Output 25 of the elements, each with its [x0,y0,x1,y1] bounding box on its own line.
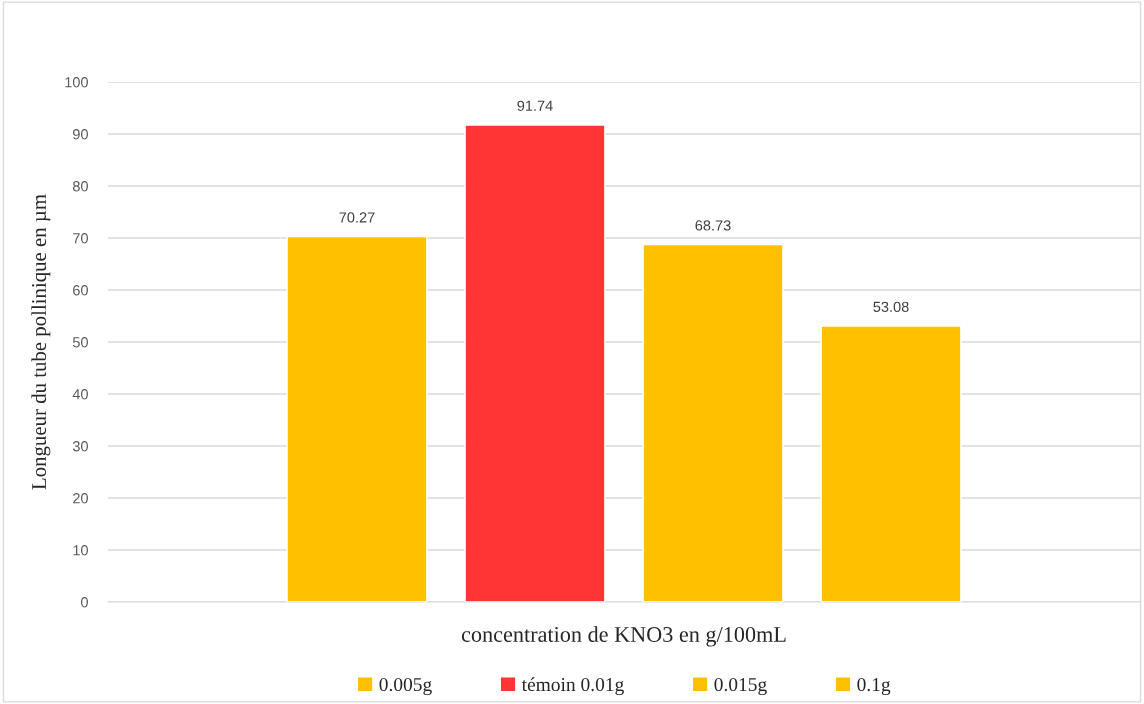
x-axis-title: concentration de KNO3 en g/100mL [461,626,786,647]
y-tick-label: 100 [65,77,88,88]
y-tick-label: 50 [72,337,88,348]
data-label: 68.73 [695,220,731,231]
y-axis-title: Longueur du tube pollinique en µm [31,194,51,490]
y-tick-label: 90 [73,129,88,140]
y-tick-label: 30 [72,441,88,452]
bar [286,235,428,602]
y-tick-label: 70 [73,233,88,244]
legend-label: 0.005g [379,677,432,696]
y-tick-label: 40 [72,389,88,400]
data-label: 91.74 [517,100,553,111]
bar [642,243,784,602]
data-label: 53.08 [873,301,909,312]
data-label: 70.27 [339,212,375,223]
y-tick-label: 20 [73,493,88,504]
bar [464,124,606,602]
legend-label: témoin 0.01g [521,677,624,696]
y-tick-label: 80 [72,181,88,192]
legend-label: 0.1g [857,677,891,696]
y-tick-label: 0 [81,597,88,608]
y-tick-label: 10 [73,545,88,556]
legend-label: 0.015g [714,677,767,696]
y-tick-label: 60 [73,285,88,296]
bar [820,325,962,602]
